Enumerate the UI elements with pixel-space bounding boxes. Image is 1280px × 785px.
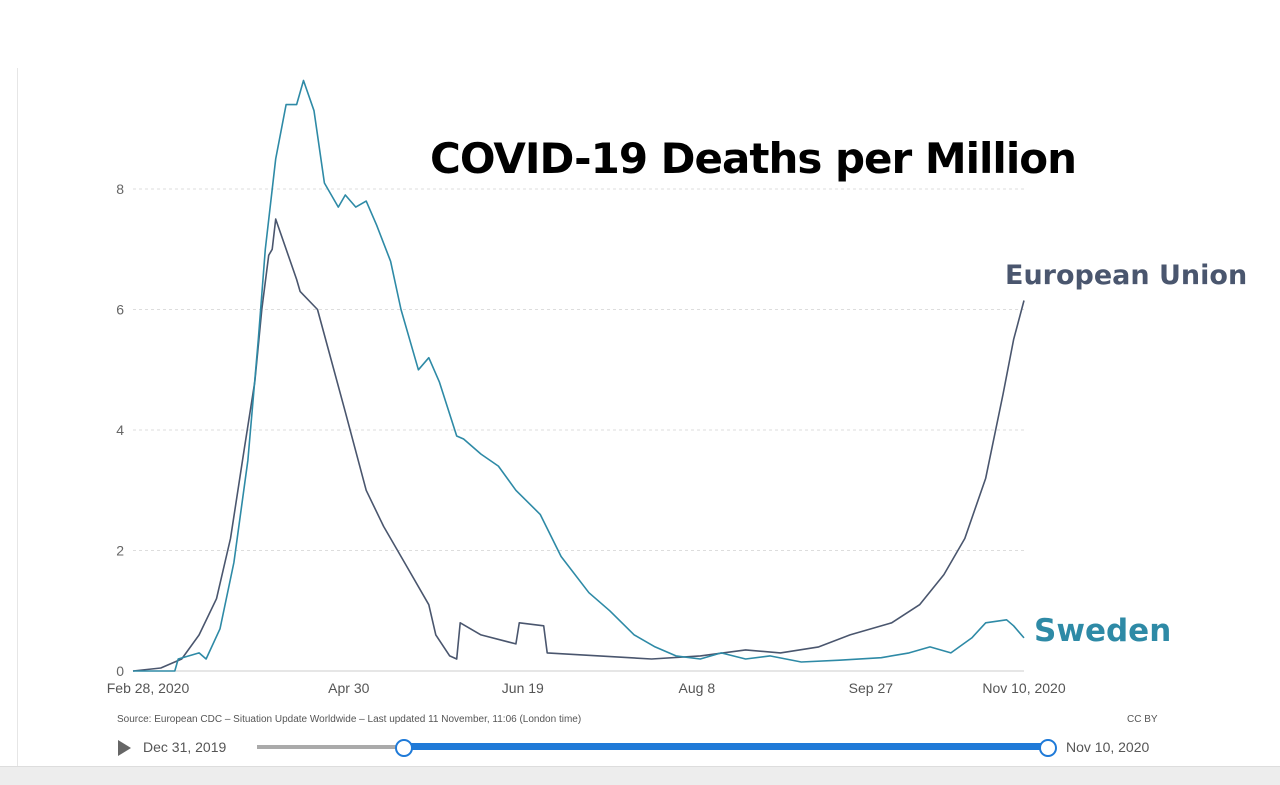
y-tick-label: 2 [116, 543, 124, 559]
series-label-sweden: Sweden [1034, 613, 1172, 649]
x-tick-label: Aug 8 [679, 680, 716, 696]
x-tick-label: Sep 27 [849, 680, 894, 696]
timeline-selected-range[interactable] [403, 743, 1047, 750]
x-axis-ticks: Feb 28, 2020 Apr 30 Jun 19 Aug 8 Sep 27 Nov 1… [107, 680, 1066, 696]
y-tick-label: 0 [116, 663, 124, 679]
timeline-end-label: Nov 10, 2020 [1066, 739, 1150, 755]
timeline-end-handle[interactable] [1039, 739, 1057, 757]
timeline-start-label: Dec 31, 2019 [143, 739, 227, 755]
x-tick-label: Jun 19 [502, 680, 544, 696]
play-icon[interactable] [118, 740, 131, 756]
frame-border [17, 68, 18, 768]
y-tick-label: 4 [116, 422, 124, 438]
y-tick-label: 8 [116, 181, 124, 197]
x-tick-label: Feb 28, 2020 [107, 680, 190, 696]
series-line-european-union [132, 218, 1025, 672]
series-lines [132, 79, 1025, 672]
bottom-bar [0, 766, 1280, 785]
series-line-sweden [133, 79, 1025, 672]
chart-title: COVID-19 Deaths per Million [430, 134, 1077, 183]
gridlines [133, 188, 1024, 672]
timeline-start-handle[interactable] [395, 739, 413, 757]
y-axis-ticks: 0 2 4 6 8 [116, 181, 124, 679]
x-tick-label: Nov 10, 2020 [982, 680, 1065, 696]
license-link[interactable]: CC BY [1127, 714, 1158, 725]
y-tick-label: 6 [116, 302, 124, 318]
x-tick-label: Apr 30 [328, 680, 369, 696]
series-label-european-union: European Union [1005, 260, 1248, 291]
source-note: Source: European CDC – Situation Update … [117, 714, 582, 725]
